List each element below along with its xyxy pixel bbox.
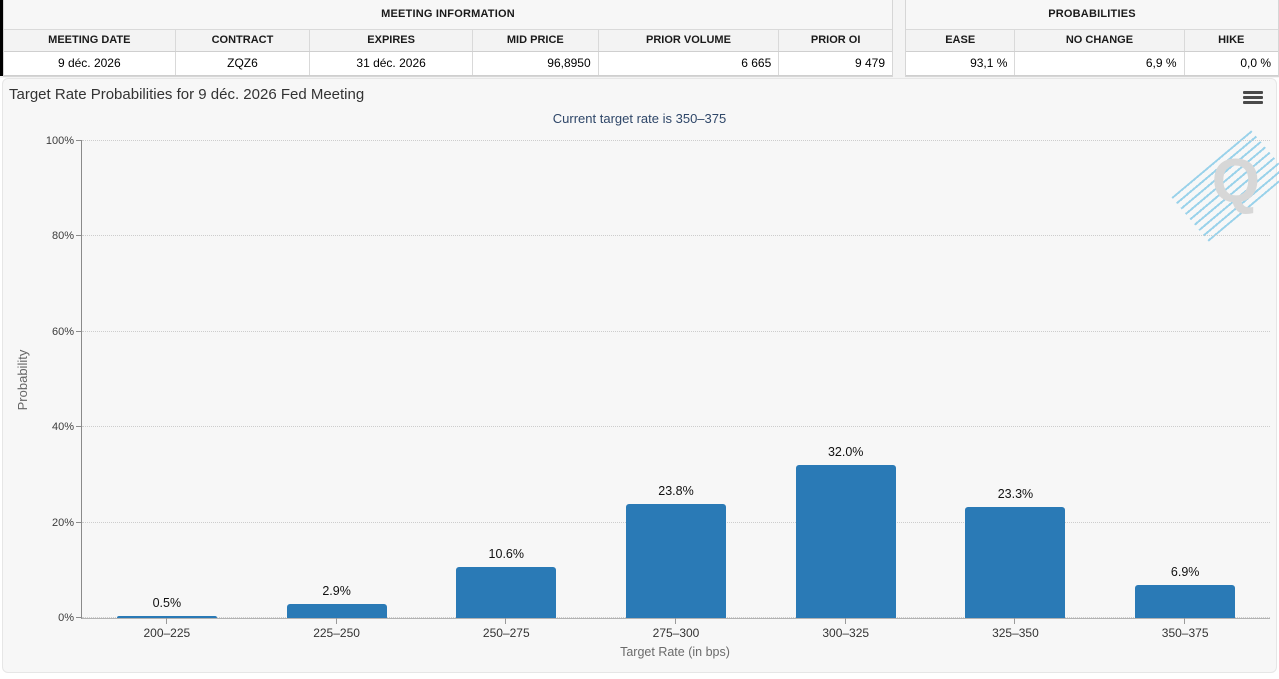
y-tick-mark bbox=[76, 617, 82, 618]
gridline bbox=[82, 140, 1270, 141]
meeting-info-value-row: 9 déc. 2026 ZQZ6 31 déc. 2026 96,8950 6 … bbox=[4, 52, 892, 76]
bar[interactable] bbox=[456, 567, 557, 618]
col-ease: EASE bbox=[906, 30, 1016, 51]
gridline bbox=[82, 426, 1270, 428]
x-category-label: 250–275 bbox=[482, 626, 530, 640]
chart-subtitle: Current target rate is 350–375 bbox=[552, 111, 727, 126]
probabilities-title: PROBABILITIES bbox=[906, 0, 1278, 30]
gridline bbox=[82, 330, 1270, 332]
meeting-info-table: MEETING INFORMATION MEETING DATE CONTRAC… bbox=[3, 0, 893, 77]
value-no-change: 6,9 % bbox=[1015, 52, 1185, 75]
col-no-change: NO CHANGE bbox=[1015, 30, 1185, 51]
bar-value-label: 23.8% bbox=[658, 484, 694, 499]
menu-button[interactable] bbox=[1243, 91, 1263, 106]
col-prior-volume: PRIOR VOLUME bbox=[599, 30, 780, 51]
value-ease: 93,1 % bbox=[906, 52, 1016, 75]
value-mid-price: 96,8950 bbox=[473, 52, 599, 75]
col-expires: EXPIRES bbox=[310, 30, 473, 51]
watermark: Q bbox=[1171, 130, 1279, 242]
x-category-label: 225–250 bbox=[313, 626, 360, 640]
y-tick-label: 60% bbox=[51, 325, 74, 338]
bar-value-label: 2.9% bbox=[322, 584, 351, 599]
bar-value-label: 6.9% bbox=[1170, 565, 1200, 580]
bar[interactable] bbox=[965, 506, 1066, 618]
hamburger-icon bbox=[1243, 91, 1263, 94]
watermark-q-logo-icon: Q bbox=[1211, 147, 1260, 216]
value-meeting-date: 9 déc. 2026 bbox=[4, 52, 176, 75]
chart-panel: Target Rate Probabilities for 9 déc. 202… bbox=[2, 78, 1279, 673]
bar[interactable] bbox=[116, 615, 217, 618]
y-tick-mark bbox=[76, 330, 82, 332]
bar-value-label: 10.6% bbox=[488, 547, 524, 562]
chart-title: Target Rate Probabilities for 9 déc. 202… bbox=[9, 86, 365, 103]
y-tick-mark bbox=[76, 521, 82, 523]
meeting-info-title: MEETING INFORMATION bbox=[4, 0, 892, 30]
probabilities-table: PROBABILITIES EASE NO CHANGE HIKE 93,1 %… bbox=[905, 0, 1279, 77]
col-meeting-date: MEETING DATE bbox=[4, 30, 176, 51]
y-tick-label: 80% bbox=[51, 230, 74, 243]
col-contract: CONTRACT bbox=[176, 30, 311, 51]
y-tick-label: 20% bbox=[51, 516, 74, 529]
bar[interactable] bbox=[626, 504, 726, 618]
window-edge bbox=[0, 0, 3, 76]
hamburger-icon bbox=[1243, 101, 1263, 104]
bar[interactable] bbox=[795, 465, 896, 618]
x-tick-mark bbox=[505, 618, 507, 624]
bar[interactable] bbox=[286, 604, 387, 618]
probabilities-header-row: EASE NO CHANGE HIKE bbox=[906, 30, 1278, 52]
bar-value-label: 0.5% bbox=[152, 595, 182, 610]
x-tick-mark bbox=[675, 618, 676, 624]
x-category-label: 300–325 bbox=[822, 626, 870, 640]
bar-value-label: 23.3% bbox=[997, 486, 1034, 501]
top-tables: MEETING INFORMATION MEETING DATE CONTRAC… bbox=[3, 0, 1279, 77]
x-category-label: 350–375 bbox=[1161, 626, 1209, 640]
x-category-label: 275–300 bbox=[652, 626, 700, 640]
y-tick-label: 100% bbox=[45, 135, 74, 147]
value-contract: ZQZ6 bbox=[176, 52, 311, 75]
hamburger-icon bbox=[1243, 96, 1263, 99]
x-tick-mark bbox=[1184, 618, 1186, 624]
gridline bbox=[82, 235, 1270, 237]
meeting-info-header-row: MEETING DATE CONTRACT EXPIRES MID PRICE … bbox=[4, 30, 892, 52]
x-category-label: 325–350 bbox=[992, 626, 1039, 640]
x-tick-mark bbox=[335, 618, 337, 624]
x-category-label: 200–225 bbox=[143, 626, 191, 640]
y-tick-label: 40% bbox=[51, 421, 74, 434]
y-tick-mark bbox=[76, 235, 82, 237]
value-prior-volume: 6 665 bbox=[599, 52, 780, 75]
x-tick-mark bbox=[1014, 618, 1016, 624]
value-hike: 0,0 % bbox=[1240, 56, 1271, 70]
col-mid-price: MID PRICE bbox=[473, 30, 599, 51]
y-tick-mark bbox=[76, 140, 82, 141]
x-axis-title: Target Rate (in bps) bbox=[620, 645, 730, 659]
y-tick-mark bbox=[76, 426, 82, 428]
col-prior-oi: PRIOR OI bbox=[810, 34, 861, 46]
plot-area: Probability 0% 20% 40% 60% 80% 100% 0.5% 200–22… bbox=[15, 135, 1270, 640]
y-tick-label: 0% bbox=[58, 612, 74, 624]
bar[interactable] bbox=[1135, 585, 1236, 618]
col-hike: HIKE bbox=[1218, 34, 1245, 46]
bar-value-label: 32.0% bbox=[827, 445, 864, 460]
value-prior-oi: 9 479 bbox=[854, 56, 885, 70]
x-tick-mark bbox=[844, 618, 846, 624]
probabilities-value-row: 93,1 % 6,9 % 0,0 % bbox=[906, 52, 1278, 76]
value-expires: 31 déc. 2026 bbox=[310, 52, 473, 75]
x-tick-mark bbox=[165, 618, 167, 624]
